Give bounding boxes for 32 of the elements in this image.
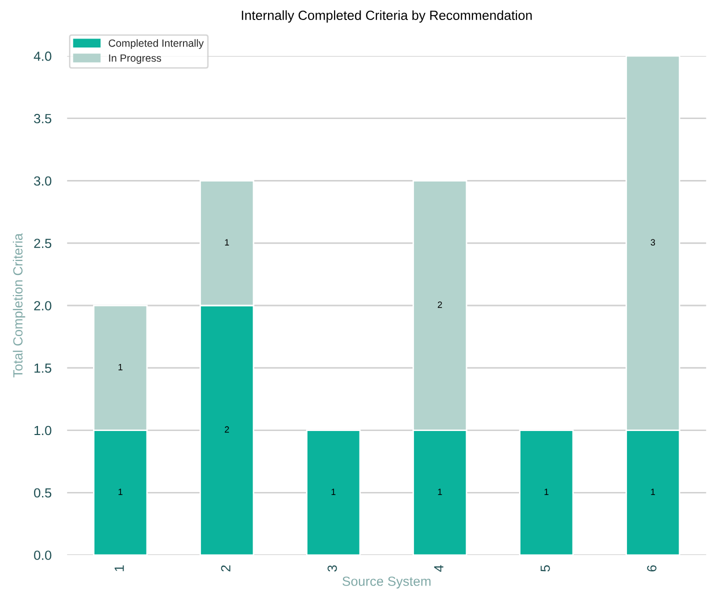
y-tick-label: 1.5	[34, 364, 52, 373]
bar	[519, 430, 574, 556]
chart-title: Internally Completed Criteria by Recommendation	[242, 10, 532, 23]
x-tick-label: 2	[221, 565, 230, 572]
y-tick-label: 2.5	[34, 238, 52, 248]
data-label: 1	[118, 364, 122, 370]
bar	[306, 430, 361, 556]
x-tick-label: 6	[647, 565, 656, 572]
x-tick-label: 5	[540, 565, 550, 572]
x-axis-title: Source System	[342, 576, 430, 589]
x-tick-label: 4	[434, 565, 444, 572]
x-tick-label: 1	[114, 565, 124, 572]
data-label: 1	[544, 488, 548, 495]
data-label: 1	[225, 239, 229, 246]
data-label: 2	[438, 302, 442, 308]
y-tick-label: 3.0	[34, 176, 52, 186]
y-axis-title: Total Completion Criteria	[12, 233, 26, 378]
data-label: 1	[651, 488, 655, 495]
y-tick-label: 2.0	[34, 301, 52, 310]
data-label: 1	[118, 488, 122, 495]
data-label: 1	[438, 488, 442, 495]
y-tick-label: 1.0	[34, 426, 52, 436]
y-tick-label: 0.5	[34, 488, 52, 498]
y-tick-label: 0.0	[34, 550, 52, 560]
data-label: 1	[332, 488, 336, 495]
legend-label: Completed Internally	[108, 39, 204, 49]
data-label: 2	[224, 426, 229, 433]
y-tick-label: 3.5	[34, 114, 52, 124]
y-tick-label: 4.0	[34, 52, 52, 61]
data-label: 3	[650, 239, 656, 246]
x-tick-label: 3	[328, 565, 337, 572]
legend-label: In Progress	[109, 54, 162, 64]
